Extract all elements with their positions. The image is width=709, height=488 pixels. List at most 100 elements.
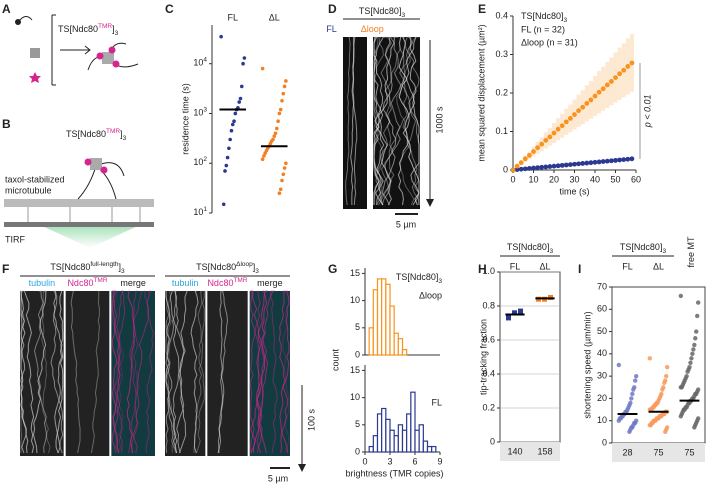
bar (393, 332, 399, 356)
panel-label: D (328, 2, 337, 16)
point (241, 61, 245, 66)
bar (406, 413, 412, 453)
header-part: ] (253, 262, 256, 272)
point (580, 161, 586, 166)
kymograph-trace (196, 290, 205, 454)
point (664, 365, 670, 370)
bar (389, 429, 395, 453)
point (555, 126, 561, 132)
point (695, 313, 700, 319)
lane-label-part: Δloop (361, 24, 384, 34)
kymograph-trace (128, 290, 139, 454)
y-tick-label: 101 (193, 206, 207, 217)
point (692, 425, 697, 430)
label-part: TS[Ndc80 (58, 24, 98, 34)
point (613, 75, 618, 80)
y-axis-label: mean squared displacement (µm²) (476, 24, 486, 161)
complex-core (90, 158, 102, 170)
arrow (60, 45, 91, 55)
label-part: TMR (106, 128, 120, 135)
panel-label: F (2, 262, 9, 276)
point (625, 156, 631, 162)
series-label: FL (431, 397, 442, 407)
point (275, 126, 279, 131)
point (551, 130, 557, 136)
point (527, 152, 532, 158)
kymograph-trace (351, 36, 358, 206)
kymograph-trace (126, 290, 136, 454)
channel-label: merge (120, 278, 146, 288)
point (572, 112, 577, 117)
kymograph (65, 291, 110, 456)
kymograph-trace (90, 290, 101, 454)
point (688, 360, 693, 365)
point (262, 154, 266, 158)
y-tick-label-part: 10 (193, 108, 203, 118)
channel-label-part: Ndc80 (67, 278, 93, 288)
point (629, 60, 635, 66)
bar (418, 424, 424, 453)
y-tick-label-part: 10 (193, 158, 203, 168)
point (539, 141, 545, 147)
y-tick-label: 0.4 (495, 10, 508, 20)
header-part: TS[Ndc80 (196, 262, 236, 272)
y-tick-label: 102 (193, 156, 207, 167)
bar (368, 445, 374, 453)
kymograph-trace (111, 290, 125, 454)
label-part: ] (112, 24, 115, 34)
point (627, 429, 632, 435)
y-axis-label: tip-tracking fraction (478, 319, 488, 395)
point (689, 356, 694, 361)
tirf-field (40, 225, 140, 248)
channel-label-part: tubulin (172, 278, 199, 288)
y-tick-label-exp: 1 (203, 206, 207, 213)
y-tick-label: 10 (350, 295, 360, 305)
bracket (51, 14, 56, 86)
kymograph-trace (373, 36, 392, 206)
header-part: TS[Ndc80 (50, 262, 90, 272)
point (609, 79, 614, 84)
point (592, 159, 598, 165)
point (678, 385, 684, 390)
star (29, 72, 41, 83)
point (280, 98, 284, 103)
header-part: 3 (438, 278, 442, 285)
header: TS[Ndc80]3 (396, 272, 443, 285)
kymograph-trace (165, 290, 178, 454)
header-part: TS[Ndc80] (507, 242, 550, 252)
kymograph-trace (217, 290, 229, 454)
point (592, 93, 598, 99)
x-tick-label: 10 (528, 174, 538, 184)
point (568, 162, 573, 168)
scaffold (30, 48, 40, 58)
y-tick-label-part: 1.0 (482, 266, 495, 276)
point (678, 414, 684, 419)
point (277, 191, 282, 195)
header-part: 3 (549, 248, 553, 255)
y-tick-label: 0.3 (495, 49, 508, 59)
label-part: 3 (123, 135, 127, 142)
point (694, 329, 699, 334)
arrow-head (298, 464, 306, 472)
count-label: 75 (684, 447, 694, 457)
point (260, 157, 265, 162)
category-label: ΔL (269, 12, 280, 22)
kymograph-trace (111, 290, 121, 454)
kymograph-trace (376, 36, 402, 206)
y-tick-label: 104 (193, 57, 207, 68)
bar (397, 424, 404, 453)
kymograph-trace (111, 290, 120, 454)
y-tick-label: 5 (355, 322, 360, 332)
y-tick-label: 0 (490, 436, 495, 446)
legend-title-part: 3 (564, 17, 568, 24)
x-tick-label: 9 (437, 456, 442, 466)
complex-core (102, 52, 114, 64)
kymograph-trace (131, 290, 142, 454)
count-strip (500, 442, 560, 461)
kymograph-trace (190, 290, 199, 454)
x-axis-label: time (s) (560, 186, 590, 196)
point (693, 336, 698, 341)
point (547, 134, 553, 140)
header-part: TS[Ndc80] (396, 272, 439, 282)
coverslip (4, 222, 154, 227)
